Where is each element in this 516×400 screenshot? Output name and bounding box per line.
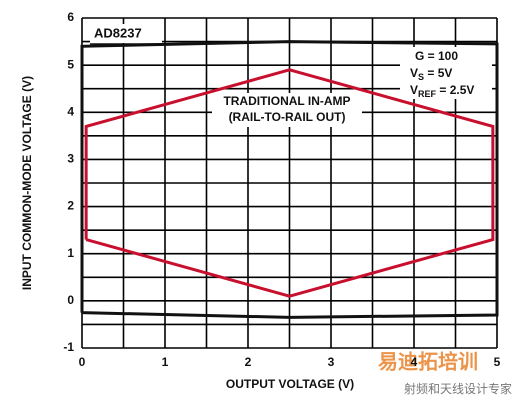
x-axis-label: OUTPUT VOLTAGE (V) — [226, 377, 354, 391]
watermark-brand: 易迪拓培训 — [378, 349, 478, 373]
series-line — [80, 40, 499, 319]
watermark-slogan: 射频和天线设计专家 — [404, 381, 512, 396]
label-box — [212, 93, 362, 127]
annotation-main: V — [410, 83, 418, 97]
y-tick-label: 0 — [67, 293, 74, 307]
annotation-main: V — [410, 66, 418, 80]
annotation: (RAIL-TO-RAIL OUT) — [229, 110, 346, 124]
annotation-sub: REF — [418, 89, 437, 99]
annotation-rest: = 5V — [424, 66, 452, 80]
series-label: TRADITIONAL IN-AMP — [223, 94, 350, 108]
x-tick-label: 5 — [494, 355, 501, 369]
annotation: VS = 5V — [410, 66, 452, 82]
label-box — [400, 47, 492, 99]
x-tick-label: 0 — [79, 355, 86, 369]
y-tick-label: 1 — [67, 246, 74, 260]
y-tick-label: 5 — [67, 57, 74, 71]
y-tick-label: 3 — [67, 152, 74, 166]
y-tick-label: 2 — [67, 199, 74, 213]
x-tick-label: 2 — [245, 355, 252, 369]
annotation-sub: S — [418, 72, 424, 82]
x-tick-label: 3 — [328, 355, 335, 369]
y-tick-label: 4 — [67, 104, 74, 118]
annotation-rest: = 2.5V — [436, 83, 474, 97]
label-box — [90, 24, 162, 43]
series-label: AD8237 — [94, 25, 142, 40]
y-tick-label: 6 — [67, 10, 74, 24]
annotation: VREF = 2.5V — [410, 83, 474, 99]
y-axis-label: INPUT COMMON-MODE VOLTAGE (V) — [20, 76, 34, 290]
series-line — [84, 68, 495, 298]
x-tick-label: 4 — [411, 355, 418, 369]
annotation: G = 100 — [415, 49, 458, 63]
y-tick-label: -1 — [63, 340, 74, 354]
x-tick-label: 1 — [162, 355, 169, 369]
